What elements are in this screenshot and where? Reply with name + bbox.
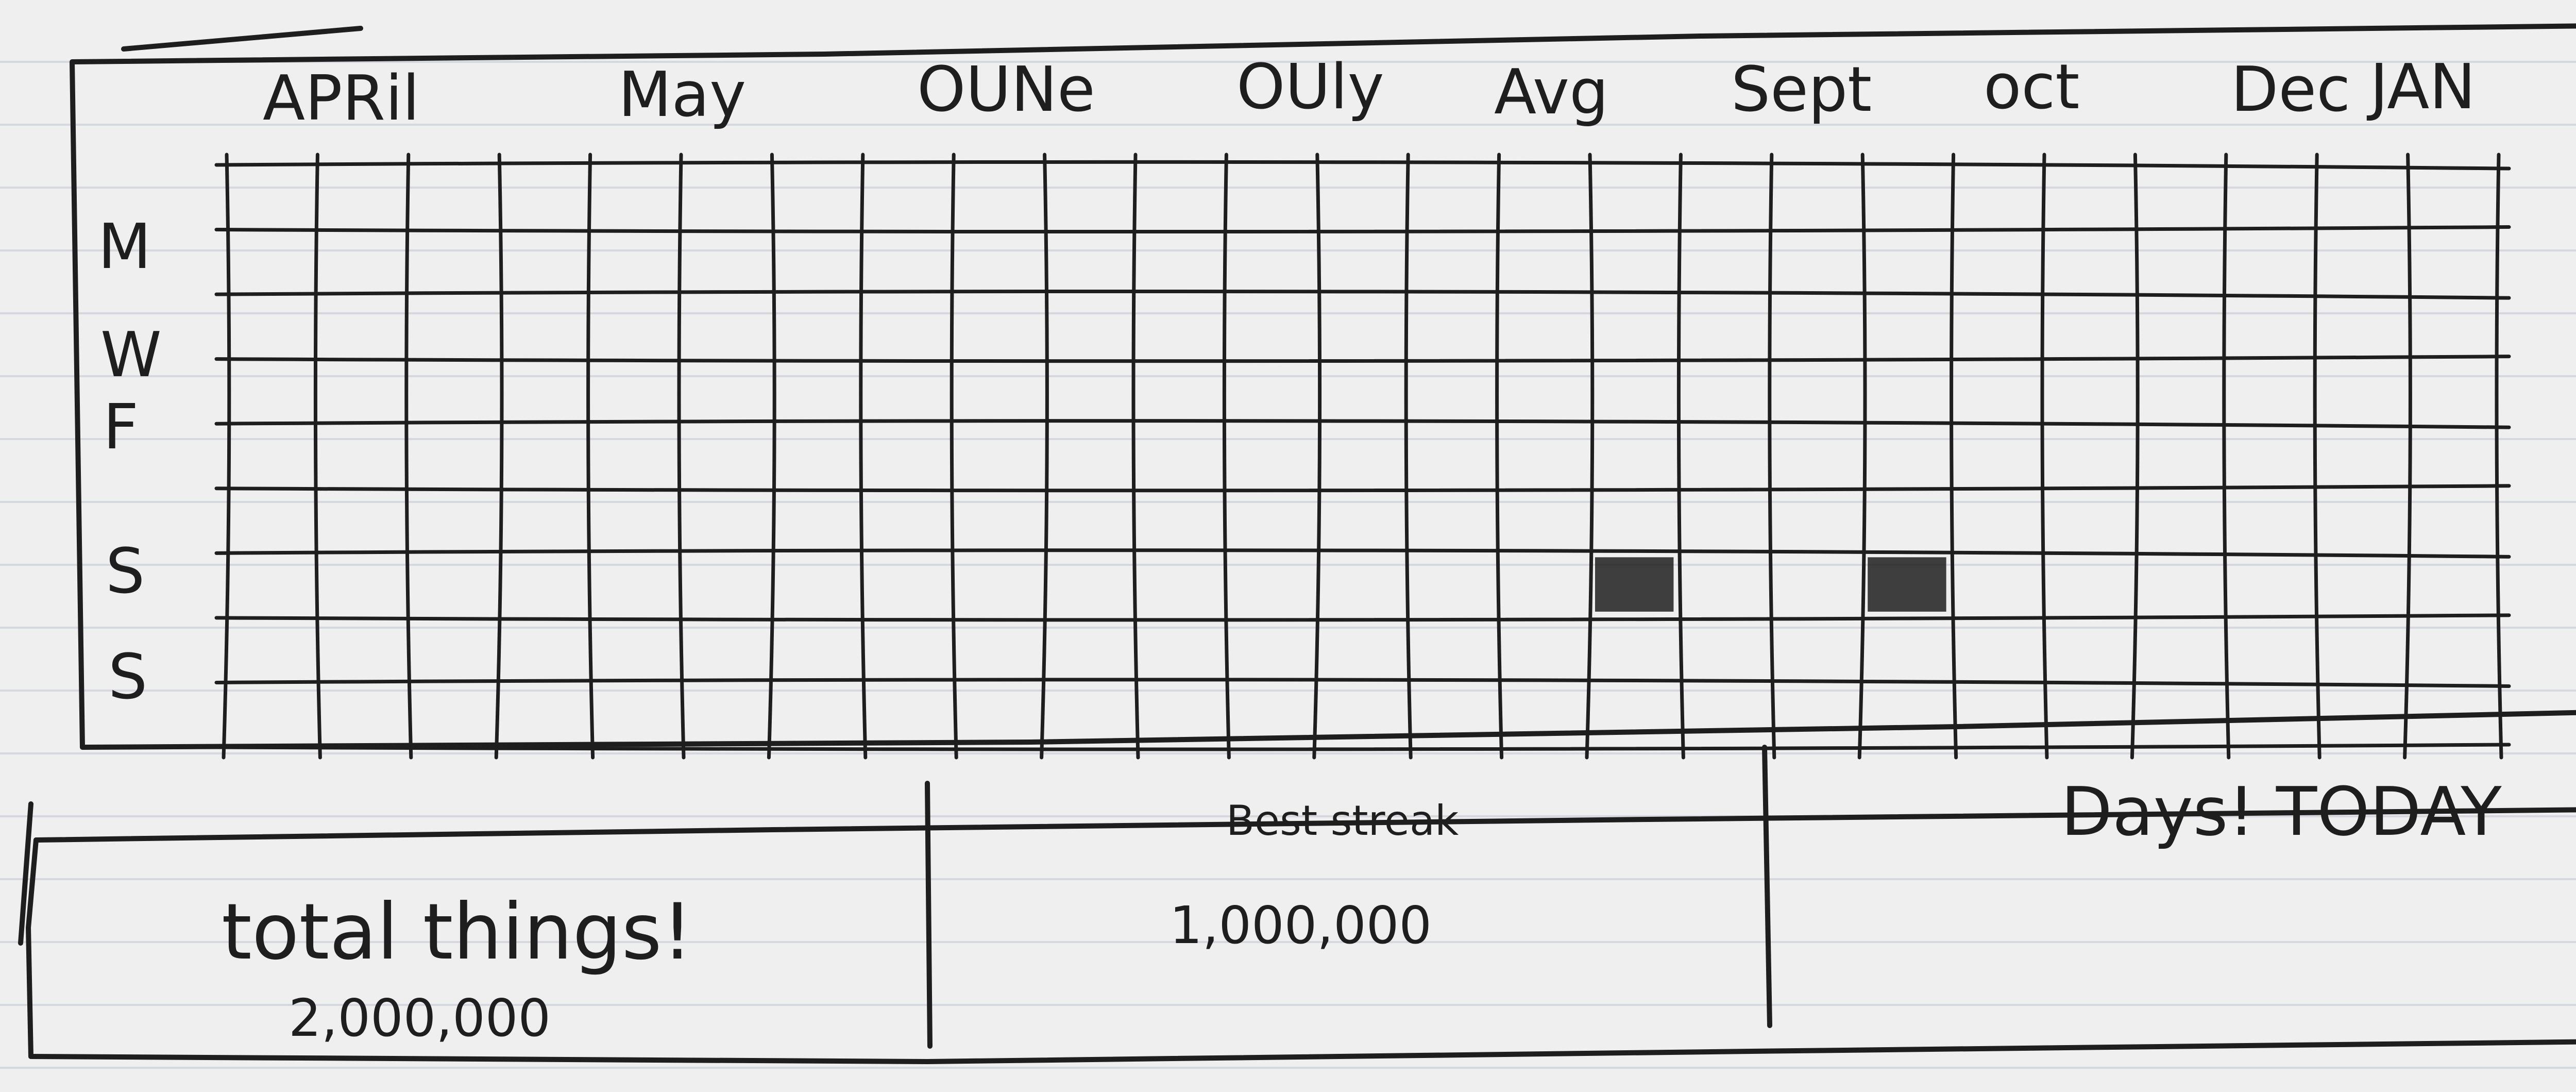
outer-frame xyxy=(70,23,2576,750)
month-label: OUNe xyxy=(917,54,1095,126)
weekday-label: W xyxy=(100,320,162,391)
grid-row-line xyxy=(214,548,2511,559)
grid-column-line xyxy=(1222,153,1231,760)
grid-column-line xyxy=(1495,153,1504,760)
stat-value: 2,000,000 xyxy=(289,988,551,1048)
grid-column-line xyxy=(1676,153,1685,760)
month-labels: APRil May OUNe OUly Avg Sept oct Dec JAN xyxy=(263,52,2476,135)
month-label: OUly xyxy=(1236,52,1384,123)
grid-column-line xyxy=(494,153,504,760)
filled-cells xyxy=(1595,557,1946,612)
activity-grid xyxy=(214,153,2511,760)
weekday-label: S xyxy=(106,536,145,608)
grid-column-line xyxy=(677,153,686,760)
weekday-labels: M W F S S xyxy=(98,211,162,713)
month-label: May xyxy=(618,59,746,131)
grid-row-line xyxy=(214,290,2511,300)
grid-row-line xyxy=(214,743,2511,751)
month-label: APRil xyxy=(263,63,420,135)
stat-value: 1,000,000 xyxy=(1170,895,1432,955)
grid-column-line xyxy=(404,153,413,760)
stat-title: Best streak xyxy=(1226,797,1459,845)
grid-column-line xyxy=(859,153,868,760)
grid-column-line xyxy=(586,153,595,760)
grid-column-line xyxy=(1950,153,1958,760)
month-label: JAN xyxy=(2366,52,2476,123)
weekday-label: M xyxy=(98,211,151,283)
grid-column-line xyxy=(1312,153,1322,760)
month-label: oct xyxy=(1984,52,2079,123)
grid-column-line xyxy=(2040,153,2049,760)
grid-row-line xyxy=(214,225,2511,234)
stat-total: total things! 2,000,000 xyxy=(222,887,693,1048)
grid-row-line xyxy=(214,419,2511,429)
grid-row-line xyxy=(214,160,2511,171)
month-label: Sept xyxy=(1731,54,1872,126)
filled-cell[interactable] xyxy=(1868,557,1946,612)
weekday-label: S xyxy=(108,642,147,713)
grid-column-line xyxy=(950,153,958,760)
grid-column-line xyxy=(2222,153,2231,760)
grid-column-line xyxy=(1768,153,1776,760)
stat-days: Days! TODAY xyxy=(2061,772,2502,851)
grid-column-line xyxy=(1131,153,1140,760)
grid-column-line xyxy=(1585,153,1595,760)
grid-column-line xyxy=(313,153,322,760)
month-label: Dec xyxy=(2231,54,2350,126)
stat-title: Days! TODAY xyxy=(2061,772,2502,851)
grid-column-line xyxy=(2495,153,2503,760)
grid-column-line xyxy=(1404,153,1413,760)
grid-column-line xyxy=(2130,153,2140,760)
weekday-label: F xyxy=(103,392,139,463)
grid-row-line xyxy=(214,484,2511,493)
filled-cell[interactable] xyxy=(1595,557,1674,612)
month-label: Avg xyxy=(1494,57,1608,128)
grid-column-line xyxy=(2403,153,2412,760)
grid-row-line xyxy=(214,613,2511,622)
stat-title: total things! xyxy=(222,887,693,977)
grid-column-line xyxy=(1040,153,1049,760)
grid-column-line xyxy=(2313,153,2321,760)
grid-row-line xyxy=(214,678,2511,688)
stat-best-streak: Best streak 1,000,000 xyxy=(1170,797,1459,955)
grid-column-line xyxy=(222,153,231,760)
grid-row-line xyxy=(214,355,2511,363)
grid-column-line xyxy=(767,153,776,760)
grid-column-line xyxy=(1857,153,1867,760)
stats-panel xyxy=(18,745,2576,1064)
